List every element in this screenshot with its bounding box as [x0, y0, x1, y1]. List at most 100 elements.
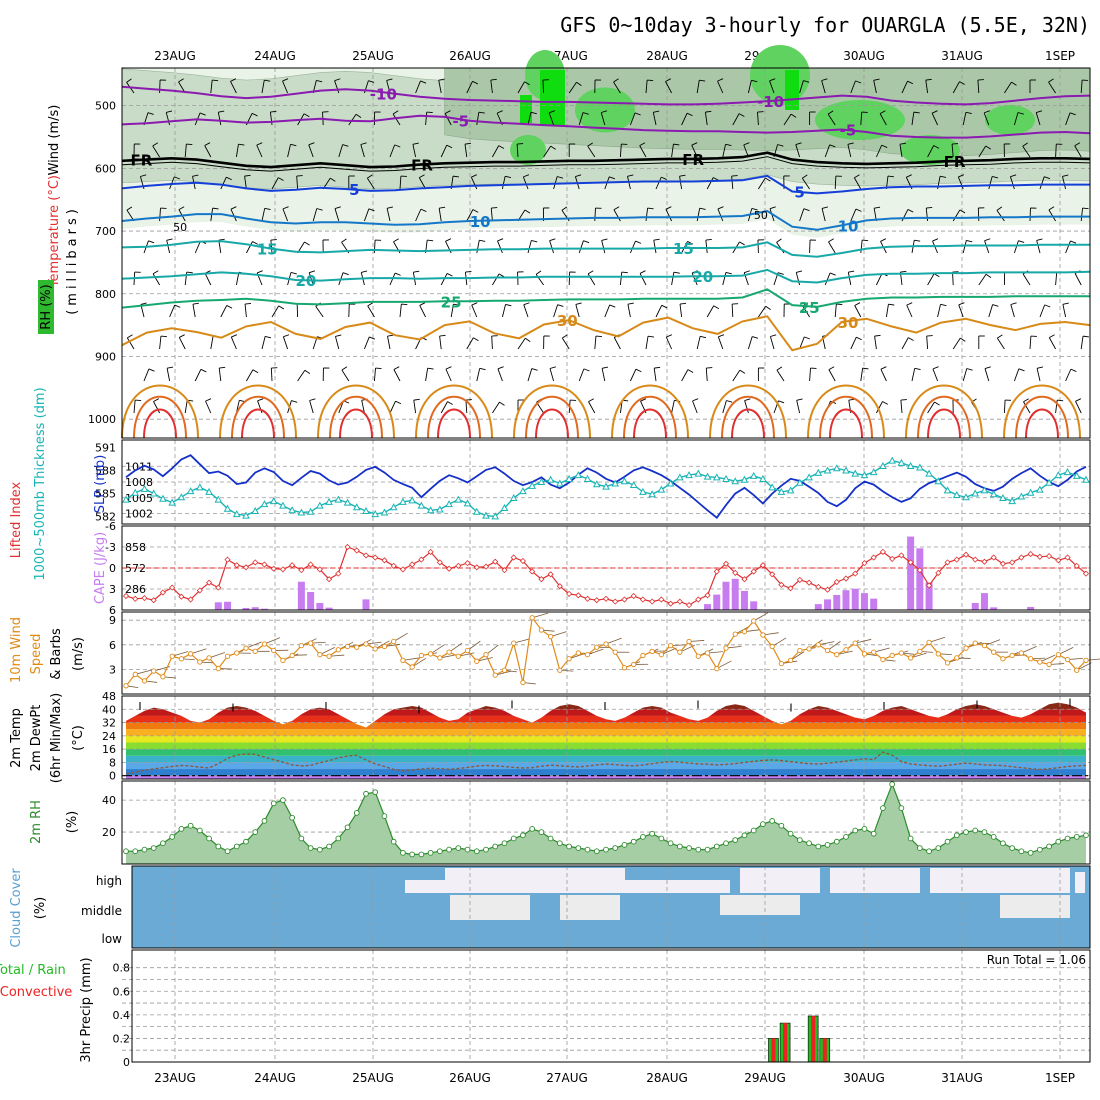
maxmin-mark: I	[696, 698, 699, 711]
li-point	[787, 585, 794, 592]
wind-barb	[386, 208, 391, 222]
thickness-point	[260, 500, 269, 508]
isotherm--10	[121, 85, 1091, 106]
wind-barb	[1039, 176, 1045, 190]
wind-barb	[854, 302, 861, 306]
warm-contour	[339, 408, 373, 439]
thickness-point	[362, 506, 370, 515]
li-point	[492, 558, 499, 565]
wind10-point	[1046, 661, 1052, 668]
wind-barb	[373, 239, 376, 254]
wind-barb	[341, 366, 348, 371]
wind-barb	[801, 177, 810, 190]
wind-barb	[809, 368, 811, 382]
wind-barb	[499, 401, 505, 406]
rh-point	[824, 841, 831, 848]
wind-barb	[148, 368, 155, 372]
wind-barb	[1003, 399, 1006, 414]
wind-barb	[497, 240, 503, 254]
wind-barb	[932, 366, 939, 370]
rh-point	[907, 835, 914, 842]
wind-barb	[854, 174, 860, 179]
wind-barb	[419, 305, 427, 318]
wind10-point	[344, 643, 351, 650]
wind-barb-10m	[928, 636, 946, 643]
cape-bar	[971, 603, 979, 610]
cape-bar	[750, 601, 758, 610]
wind-barb	[705, 110, 712, 113]
li-point	[916, 567, 923, 574]
wind-tick: 3	[109, 663, 116, 676]
contour-label: 50	[754, 209, 768, 222]
wind-barb	[393, 238, 399, 243]
wind-barb	[200, 368, 207, 373]
wind-barb	[639, 145, 647, 158]
wind-barb	[914, 367, 921, 370]
li-point	[547, 571, 554, 578]
wind-barb	[860, 240, 863, 254]
thickness-point	[703, 472, 712, 480]
rh-point	[316, 846, 323, 853]
wind-barb	[235, 144, 239, 158]
warm-contour	[1025, 408, 1059, 439]
wind-barb	[1062, 176, 1067, 190]
contour-label: -5	[840, 121, 857, 139]
wind-barb	[453, 303, 460, 306]
wind-barb	[803, 208, 810, 212]
wind10-point	[354, 644, 360, 650]
li-point	[427, 548, 434, 555]
cape-bar	[251, 607, 259, 610]
wind-barb	[492, 401, 500, 414]
rh-point	[760, 821, 766, 827]
wind-barb	[466, 337, 474, 350]
wind-barb	[595, 335, 602, 338]
warm-contour	[829, 408, 863, 439]
wind-barb	[988, 176, 993, 190]
wind-barb	[184, 400, 188, 414]
wind-barb	[1057, 399, 1064, 402]
wind-barb	[1074, 273, 1082, 286]
contour-label: -10	[370, 86, 397, 104]
wind-barb	[1075, 398, 1082, 402]
date-label-bottom: 24AUG	[254, 1071, 296, 1085]
rh-point	[575, 845, 582, 851]
ylabel-mb: (millibars)	[65, 205, 80, 315]
wind-barb	[549, 368, 555, 382]
temp-band	[126, 735, 1086, 743]
wind10-point	[446, 649, 452, 655]
warm-contour	[1015, 395, 1069, 439]
wind-barb	[821, 78, 828, 81]
wind-barb	[652, 112, 657, 126]
wind-barb	[645, 208, 649, 222]
temp-band	[126, 715, 1086, 723]
wind-barb	[1062, 302, 1069, 305]
wind-barb	[218, 110, 225, 113]
wind-barb	[165, 112, 171, 126]
wind-barb	[937, 304, 941, 318]
wind-barb	[542, 79, 545, 94]
wind-barb	[828, 241, 836, 254]
precip-tick: 0.2	[113, 1032, 131, 1045]
wind-barb	[966, 368, 973, 371]
thickness-point	[159, 494, 167, 502]
wind-barb	[997, 334, 1003, 339]
thickness-point	[869, 468, 878, 476]
wind-barb	[270, 239, 277, 241]
li-point	[482, 563, 490, 570]
rh-point	[898, 805, 905, 811]
thickness-point	[860, 471, 869, 479]
cape-bar	[990, 607, 998, 610]
li-point	[741, 576, 748, 583]
cape-bar	[860, 593, 868, 610]
wind-barb	[1018, 240, 1025, 243]
wind-barb	[601, 368, 606, 382]
wind-barb	[427, 367, 434, 370]
wind-barb-10m	[532, 612, 549, 619]
rh-point	[750, 827, 757, 834]
wind10-point	[160, 674, 166, 680]
wind-barb	[732, 369, 741, 382]
wind-barb-10m	[550, 631, 567, 637]
wind-barb	[834, 304, 837, 318]
ylabel-temp2m: 2m Temp	[9, 708, 24, 768]
li-point	[187, 596, 194, 603]
